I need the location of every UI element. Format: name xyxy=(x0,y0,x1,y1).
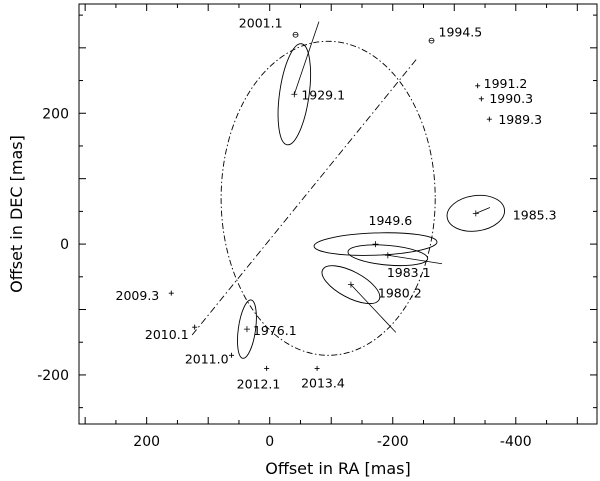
epoch-marker-circle xyxy=(292,31,299,38)
orbit-ellipse xyxy=(220,40,436,356)
epoch-label: 2009.3 xyxy=(116,288,160,303)
epoch-label: 1989.3 xyxy=(498,112,542,127)
x-tick-label: 200 xyxy=(133,434,160,450)
error-ellipse xyxy=(277,43,312,146)
residual-line xyxy=(387,254,443,265)
error-ellipse xyxy=(321,265,381,305)
measurement-label: 1929.1 xyxy=(301,87,345,102)
y-tick-label: 200 xyxy=(42,106,69,122)
epoch-labels: 1929.1 1949.6 1976.1 1980.2 1983.1 1985.3 2001… xyxy=(116,16,557,392)
epoch-marker-tick xyxy=(264,365,270,371)
measurement-label: 1985.3 xyxy=(513,207,557,222)
residual-line xyxy=(475,207,491,214)
error-ellipse xyxy=(237,299,257,359)
measurement-cross xyxy=(384,252,391,259)
y-axis-title: Offset in DEC [mas] xyxy=(7,135,26,293)
measurement-label: 1949.6 xyxy=(369,213,413,228)
measurement-label: 1983.1 xyxy=(387,265,431,280)
epoch-marker-tick xyxy=(192,324,198,330)
epoch-label: 2001.1 xyxy=(239,16,283,31)
epoch-label: 2012.1 xyxy=(237,376,281,391)
error-ellipse xyxy=(446,194,505,232)
epoch-label: 1994.5 xyxy=(439,25,483,40)
y-tick-label: -200 xyxy=(37,368,69,384)
measurement-cross xyxy=(472,210,479,217)
y-tick-label: 0 xyxy=(60,237,69,253)
measurement-cross xyxy=(372,241,379,248)
epoch-marker-circle xyxy=(428,37,435,44)
epoch-label: 1991.2 xyxy=(484,76,528,91)
measurement-label: 1980.2 xyxy=(378,286,422,301)
epoch-label: 2010.1 xyxy=(145,327,189,342)
measurement-cross xyxy=(347,281,354,288)
x-tick-label: 0 xyxy=(265,434,274,450)
epoch-marker-tick xyxy=(168,290,174,296)
error-ellipse xyxy=(313,232,438,256)
line-of-nodes xyxy=(191,59,417,336)
epoch-marker-tick xyxy=(475,83,481,89)
error-ellipse xyxy=(347,244,429,267)
measurement-cross xyxy=(243,326,250,333)
epoch-marker-tick xyxy=(229,352,235,358)
plot-frame xyxy=(78,3,598,425)
residual-line xyxy=(350,284,397,333)
x-tick-label: -400 xyxy=(500,434,532,450)
measurement-layer xyxy=(168,21,505,371)
epoch-label: 2011.0 xyxy=(185,351,229,366)
epoch-marker-tick xyxy=(486,116,492,122)
axis-tick-labels: 200 0 -200 -400 200 0 -200 xyxy=(37,106,531,450)
epoch-label: 1990.3 xyxy=(489,91,533,106)
epoch-marker-tick xyxy=(314,365,320,371)
measurement-label: 1976.1 xyxy=(253,323,297,338)
x-tick-label: -200 xyxy=(377,434,409,450)
measurement-cross xyxy=(291,91,298,98)
epoch-marker-tick xyxy=(478,96,484,102)
orbit-layer xyxy=(191,40,436,356)
axis-ticks xyxy=(79,4,597,424)
residual-line xyxy=(293,21,320,95)
epoch-label: 2013.4 xyxy=(301,375,345,390)
x-axis-title: Offset in RA [mas] xyxy=(265,459,411,478)
